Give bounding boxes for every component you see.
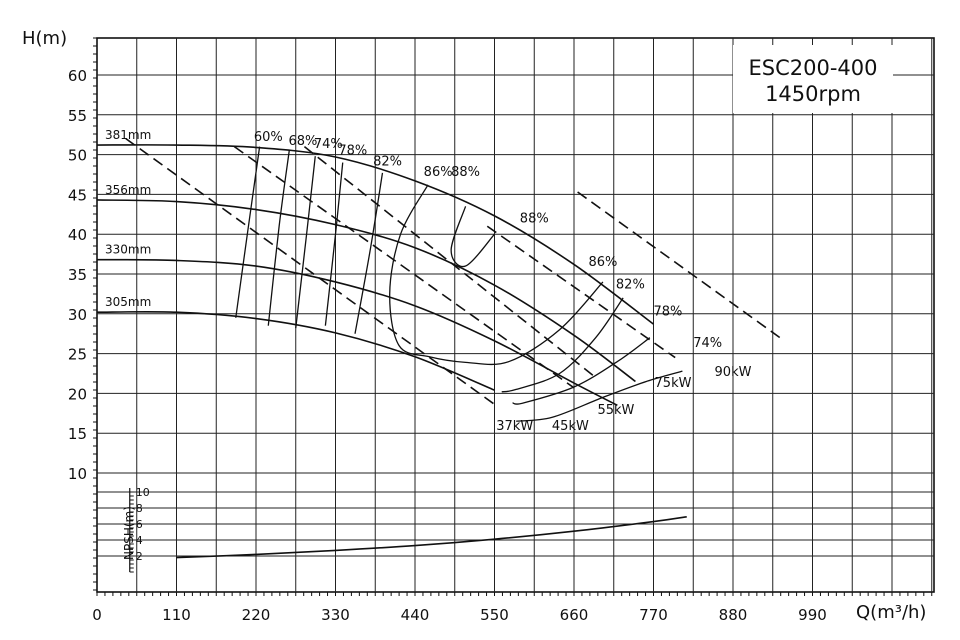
chart-title: ESC200-400 <box>748 56 877 80</box>
y-tick-label: 60 <box>68 67 87 85</box>
power-label: 55kW <box>597 403 634 418</box>
y-tick-label: 30 <box>68 306 87 324</box>
x-tick-label: 660 <box>560 606 589 624</box>
npsh-axis-label: NPSH(m) <box>122 506 136 560</box>
grid <box>93 37 935 596</box>
efficiency-label: 86% <box>424 165 453 180</box>
y-tick-label: 55 <box>68 107 87 125</box>
x-tick-label: 550 <box>480 606 509 624</box>
efficiency-curve-0 <box>235 146 261 318</box>
efficiency-label: 82% <box>616 277 645 292</box>
power-label: 90kW <box>715 365 752 380</box>
impeller-label: 330mm <box>105 243 151 257</box>
x-tick-label: 220 <box>242 606 271 624</box>
npsh-tick-label: 10 <box>136 486 150 499</box>
efficiency-curve-4 <box>354 172 384 334</box>
impeller-label: 356mm <box>105 183 151 197</box>
power-label: 45kW <box>552 419 589 434</box>
efficiency-label: 68% <box>289 134 318 149</box>
efficiency-label: 88% <box>451 165 480 180</box>
power-line-75kW <box>486 225 676 359</box>
efficiency-label: 74% <box>314 137 343 152</box>
impeller-label: 305mm <box>105 295 151 309</box>
power-label: 37kW <box>496 419 533 434</box>
y-tick-label: 25 <box>68 346 87 364</box>
npsh-tick-label: 2 <box>136 550 143 563</box>
npsh-curve <box>176 516 687 559</box>
efficiency-curve-5 <box>389 184 604 366</box>
efficiency-curve-6 <box>450 206 495 268</box>
x-tick-label: 330 <box>321 606 350 624</box>
x-tick-label: 880 <box>719 606 748 624</box>
impeller-curve-305mm <box>96 310 495 391</box>
y-tick-label: 15 <box>68 425 87 443</box>
power-line-90kW <box>577 191 781 339</box>
efficiency-curve-1 <box>267 150 290 326</box>
x-tick-label: 770 <box>639 606 668 624</box>
efficiency-curve-9 <box>516 370 683 422</box>
impeller-curve-356mm <box>96 199 636 383</box>
efficiency-curve-3 <box>324 162 344 326</box>
plot-frame <box>96 37 935 593</box>
power-line-37kW <box>125 138 499 408</box>
efficiency-curve-8 <box>512 337 651 405</box>
x-tick-label: 990 <box>798 606 827 624</box>
x-tick-label: 110 <box>162 606 191 624</box>
x-tick-label: 0 <box>92 606 102 624</box>
title-box-frame <box>733 45 893 113</box>
efficiency-label: 82% <box>373 155 402 170</box>
power-line-55kW <box>303 146 597 379</box>
power-line-45kW <box>233 145 575 389</box>
efficiency-label: 88% <box>520 211 549 226</box>
title-box: ESC200-400 1450rpm <box>733 45 893 113</box>
efficiency-label: 78% <box>338 144 367 159</box>
efficiency-label: 74% <box>693 336 722 351</box>
npsh-tick-label: 8 <box>136 502 143 515</box>
efficiency-label: 86% <box>588 255 617 270</box>
x-axis-label: Q(m³/h) <box>856 602 926 623</box>
curves <box>96 138 781 559</box>
y-tick-label: 45 <box>68 186 87 204</box>
chart-subtitle: 1450rpm <box>765 82 861 106</box>
y-tick-label: 35 <box>68 266 87 284</box>
labels: 2 4 6 8 10 10 15 20 25 30 35 40 45 50 55 60 0 110 220 330 44… <box>68 67 827 624</box>
x-tick-label: 440 <box>401 606 430 624</box>
y-axis-label: H(m) <box>22 28 67 49</box>
y-tick-label: 10 <box>68 465 87 483</box>
npsh-tick-label: 6 <box>136 518 143 531</box>
efficiency-label: 60% <box>254 130 283 145</box>
npsh-tick-label: 4 <box>136 534 143 547</box>
efficiency-curve-7 <box>501 297 624 393</box>
impeller-label: 381mm <box>105 128 151 142</box>
efficiency-curve-2 <box>295 156 316 329</box>
impeller-curve-381mm <box>96 144 654 325</box>
y-tick-label: 20 <box>68 385 87 403</box>
efficiency-label: 78% <box>654 304 683 319</box>
power-label: 75kW <box>655 376 692 391</box>
y-tick-label: 50 <box>68 147 87 165</box>
y-tick-label: 40 <box>68 226 87 244</box>
